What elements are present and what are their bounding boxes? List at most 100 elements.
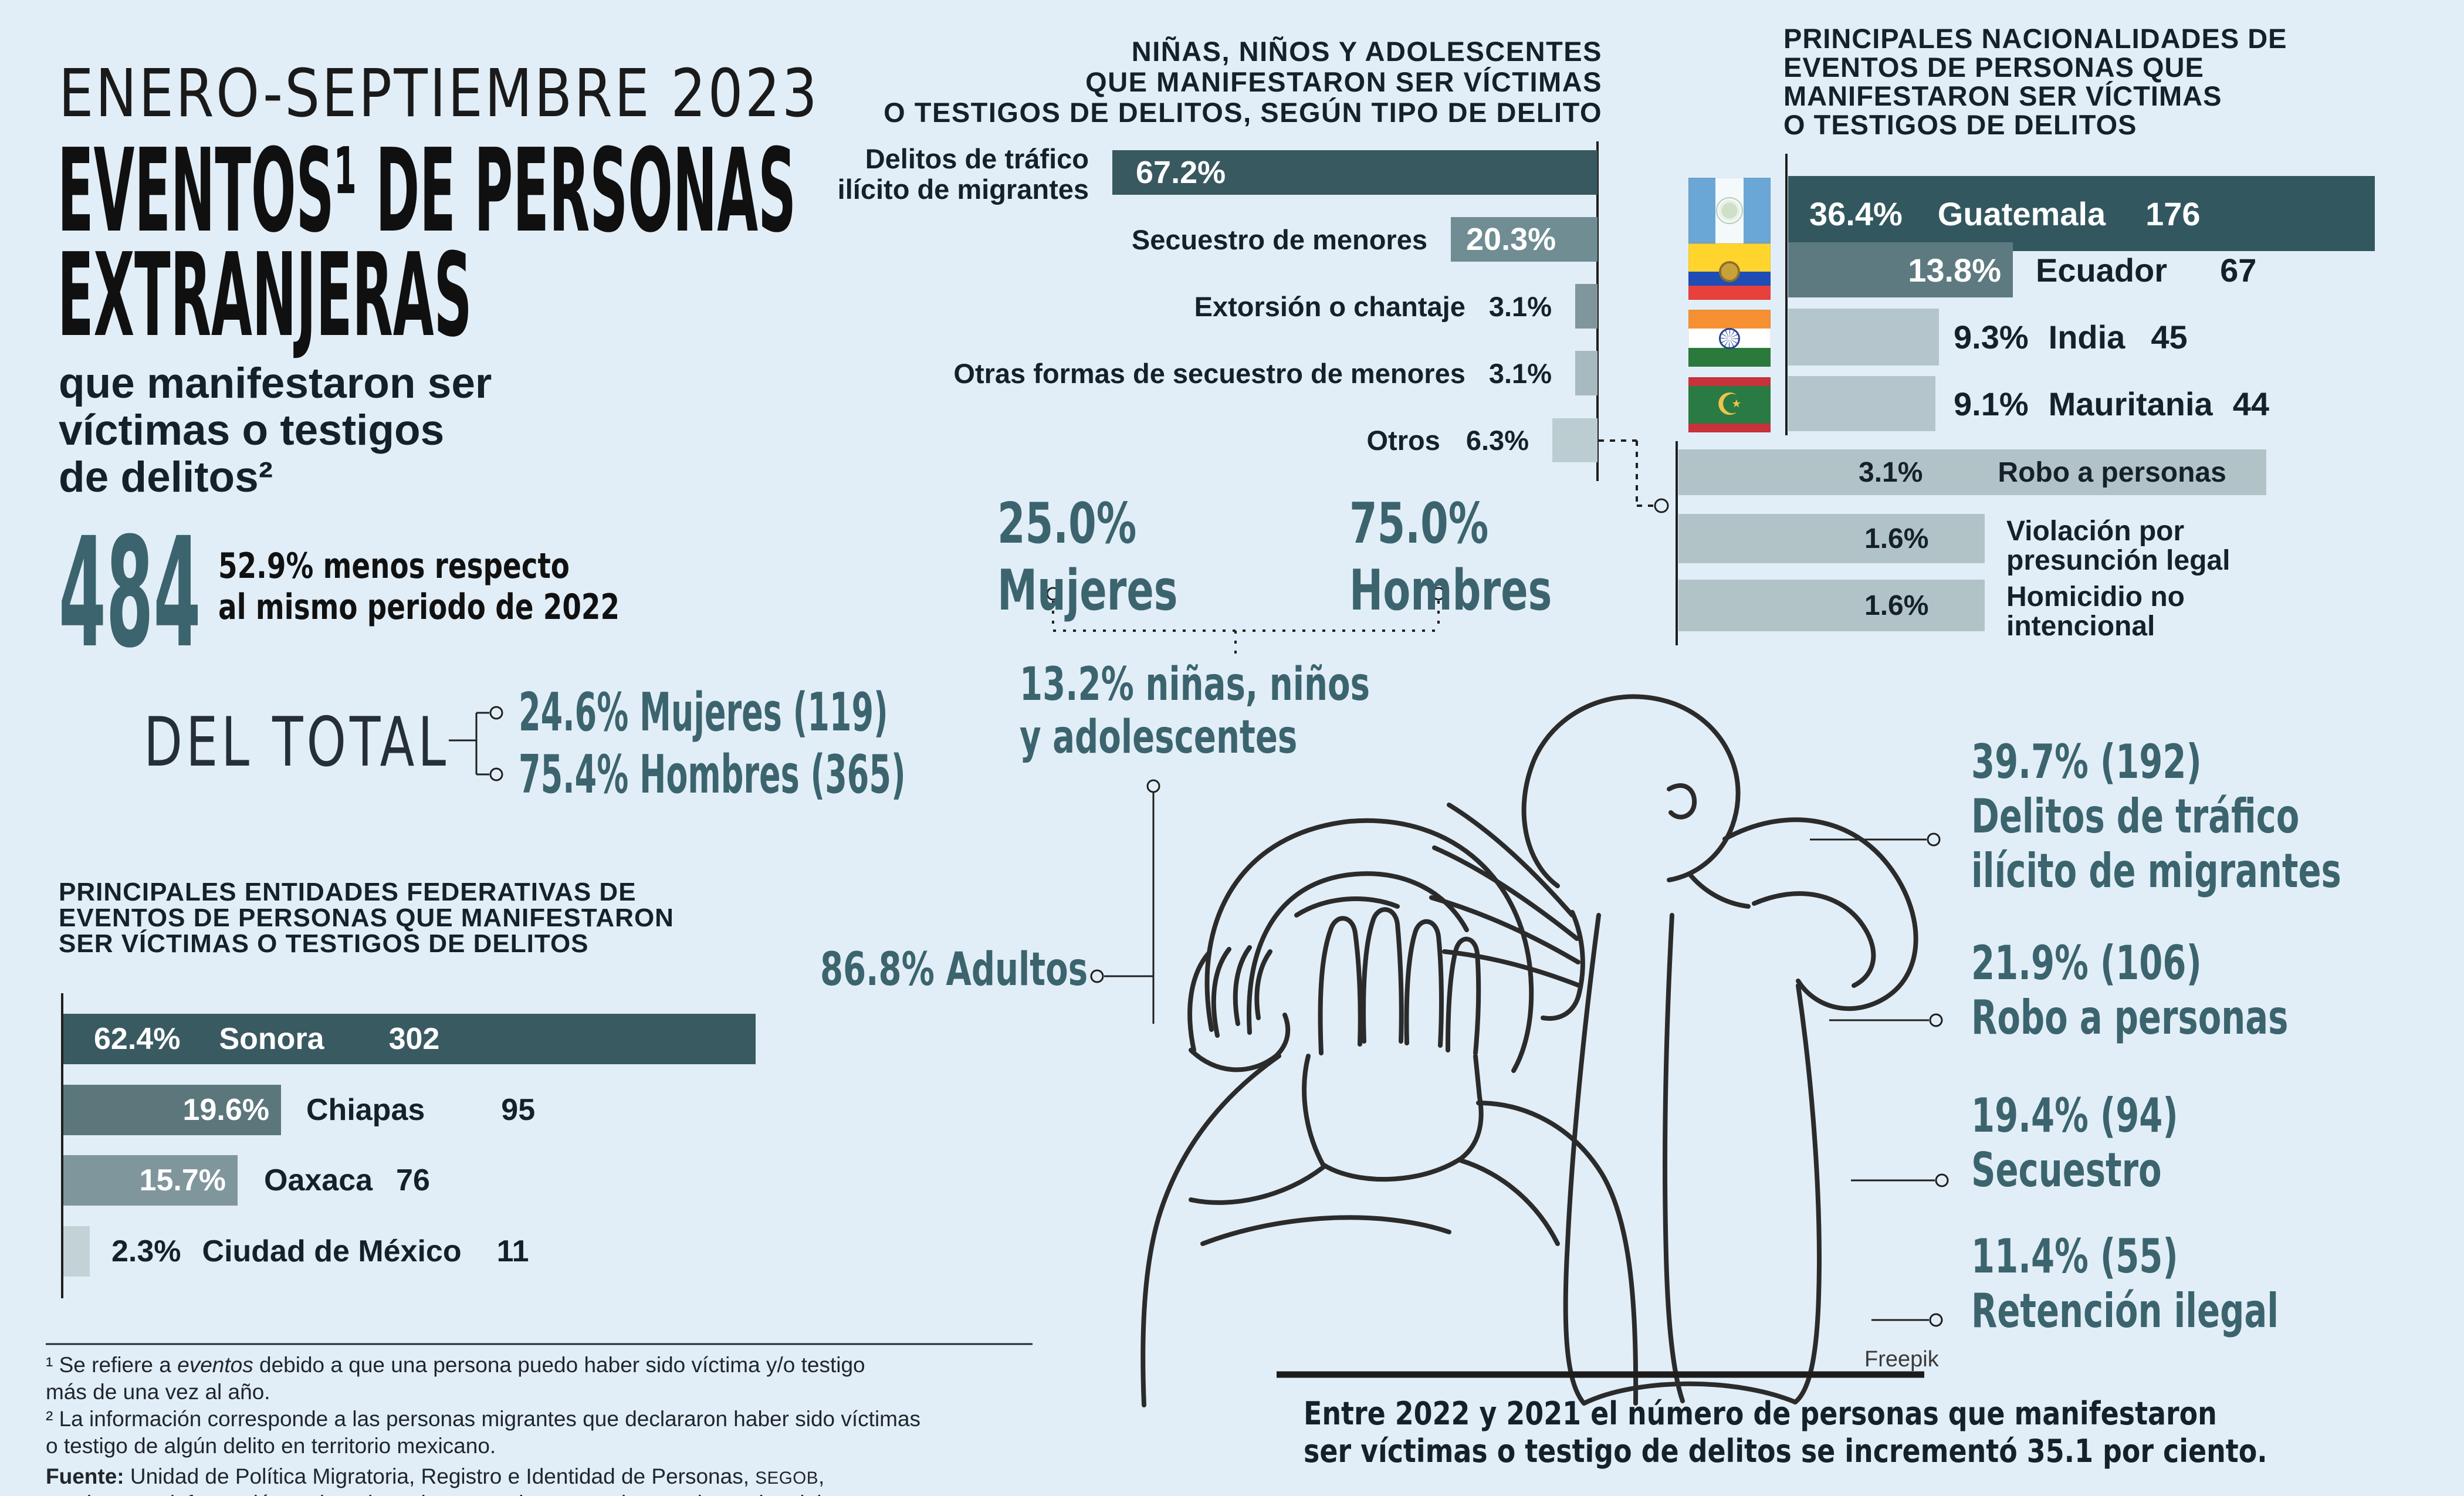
victim-stats-connectors: [1810, 832, 1949, 1327]
gender-women-label: Mujeres: [997, 559, 1178, 623]
subtitle-line3: de delitos²: [59, 453, 273, 501]
mauritania-crescent: ☪: [1715, 387, 1744, 422]
crime-bar-trafico-pct: 67.2%: [1136, 155, 1226, 190]
main-title-line1: EVENTOS¹ DE PERSONAS: [57, 124, 797, 258]
adults-connector: [1090, 969, 1153, 983]
adults-stat: 86.8% Adultos: [820, 943, 1088, 996]
total-note-line2: al mismo periodo de 2022: [218, 587, 620, 628]
bar-oaxaca: 15.7%: [63, 1155, 238, 1206]
india-flag: [1688, 310, 1771, 367]
del-total-label: DEL TOTAL: [144, 703, 450, 782]
del-total-women: 24.6% Mujeres (119): [519, 682, 888, 743]
india-chakra: [1719, 327, 1740, 349]
stat-robo-pct: 21.9% (106): [1971, 936, 2202, 990]
stat-retencion-pct: 11.4% (55): [1971, 1229, 2178, 1284]
footnote-1a: ¹ Se refiere a eventos debido a que una …: [46, 1353, 865, 1377]
bar-violacion: [1678, 514, 1985, 563]
crime-label-trafico: Delitos de tráfico: [865, 143, 1089, 174]
bar-chiapas-pct: 19.6%: [182, 1093, 269, 1127]
total-note-line1: 52.9% menos respecto: [218, 546, 570, 587]
bar-chiapas-label: Chiapas 95: [306, 1093, 536, 1127]
bar-homicidio: [1678, 580, 1985, 631]
nat-title-line4: O TESTIGOS DE DELITOS: [1783, 109, 2137, 140]
bar-india-label: 9.3% India 45: [1954, 319, 2188, 356]
subtitle-line2: víctimas o testigos: [59, 407, 445, 454]
stat-retencion-label: Retención ilegal: [1971, 1284, 2279, 1338]
minors-stat-line1: 13.2% niñas, niños: [1020, 658, 1370, 711]
crimes-title-line1: NIÑAS, NIÑOS Y ADOLESCENTES: [1131, 36, 1602, 67]
del-total-men: 75.4% Hombres (365): [519, 744, 906, 805]
bar-robo: [1678, 449, 2266, 495]
bar-mauritania: [1788, 376, 1935, 431]
states-title-line2: EVENTOS DE PERSONAS QUE MANIFESTARON: [59, 903, 674, 932]
nat-title-line1: PRINCIPALES NACIONALIDADES DE: [1783, 23, 2287, 54]
gender-women-pct: 25.0%: [997, 492, 1137, 556]
crimes-title-line3: O TESTIGOS DE DELITOS, SEGÚN TIPO DE DEL…: [884, 97, 1602, 128]
crime-bar-secuestro-pct: 20.3%: [1466, 222, 1556, 257]
bar-oaxaca-pct: 15.7%: [139, 1163, 226, 1197]
bar-homicidio-pct: 1.6%: [1864, 590, 1929, 621]
source-line2: con base en información registrada en la…: [46, 1491, 867, 1496]
period-title: ENERO-SEPTIEMBRE 2023: [59, 56, 820, 132]
bar-oaxaca-label: Oaxaca 76: [264, 1163, 430, 1197]
crime-bar-otras-formas: [1575, 351, 1597, 395]
source-line1: Fuente: Unidad de Política Migratoria, R…: [46, 1464, 825, 1488]
people-line-art: [1140, 694, 1918, 1407]
states-title-line1: PRINCIPALES ENTIDADES FEDERATIVAS DE: [59, 878, 637, 906]
bar-cdmx: [63, 1226, 90, 1277]
stat-trafico-l2: ilícito de migrantes: [1971, 844, 2341, 898]
bar-india: [1788, 309, 1939, 365]
nat-title-line3: MANIFESTARON SER VÍCTIMAS: [1783, 80, 2222, 111]
bar-chiapas: 19.6%: [63, 1085, 281, 1135]
minors-connector: [1146, 779, 1160, 1024]
bottom-note-line1: Entre 2022 y 2021 el número de personas …: [1304, 1395, 2217, 1432]
bar-guatemala: 36.4% Guatemala 176: [1788, 176, 2375, 251]
ecuador-flag: [1688, 243, 1771, 300]
bar-guatemala-text: 36.4% Guatemala 176: [1809, 195, 2201, 232]
crime-label-trafico2: ilícito de migrantes: [837, 173, 1089, 205]
bar-cdmx-label: 2.3% Ciudad de México 11: [111, 1234, 529, 1268]
crime-label-secuestro-menores: Secuestro de menores: [1131, 224, 1427, 255]
crime-bar-extorsion: [1575, 284, 1597, 329]
bar-ecuador: 13.8%: [1788, 242, 2013, 297]
footnote-2b: o testigo de algún delito en territorio …: [46, 1434, 496, 1458]
otros-connector: [1599, 439, 1669, 513]
crime-label-otros: Otros 6.3%: [1366, 425, 1529, 456]
stat-trafico-pct: 39.7% (192): [1971, 735, 2202, 789]
guatemala-emblem: [1716, 197, 1743, 224]
stat-secuestro-label: Secuestro: [1971, 1143, 2162, 1197]
crime-bar-trafico: 67.2%: [1112, 150, 1597, 195]
bar-sonora-text: 62.4% Sonora 302: [94, 1022, 440, 1056]
nat-title-line2: EVENTOS DE PERSONAS QUE: [1783, 52, 2204, 83]
credit-label: Freepik: [1864, 1347, 1939, 1372]
crime-bar-otros: [1552, 418, 1597, 462]
crimes-title-line2: QUE MANIFESTARON SER VÍCTIMAS: [1085, 66, 1602, 97]
ecuador-emblem: [1719, 261, 1740, 282]
bar-violacion-label2: presunción legal: [2006, 545, 2231, 576]
gender-men-pct: 75.0%: [1349, 492, 1489, 556]
stat-robo-label: Robo a personas: [1971, 990, 2289, 1045]
minors-stat-line2: y adolescentes: [1020, 711, 1298, 764]
main-title-line2: EXTRANJERAS: [57, 229, 472, 363]
guatemala-flag: [1688, 178, 1771, 243]
bar-sonora: 62.4% Sonora 302: [63, 1014, 756, 1064]
bar-homicidio-label2: intencional: [2006, 611, 2155, 642]
crime-bar-secuestro-menores: 20.3%: [1451, 217, 1597, 262]
total-count: 484: [59, 505, 201, 681]
crime-label-extorsion: Extorsión o chantaje 3.1%: [1194, 290, 1552, 322]
footnote-1b: más de una vez al año.: [46, 1380, 270, 1404]
bar-violacion-pct: 1.6%: [1864, 523, 1929, 554]
mauritania-flag: ☪: [1688, 377, 1771, 432]
bottom-note-line2: ser víctimas o testigo de delitos se inc…: [1304, 1433, 2267, 1470]
gender-men-label: Hombres: [1349, 559, 1552, 623]
stat-trafico-l1: Delitos de tráfico: [1971, 789, 2300, 844]
bar-homicidio-label1: Homicidio no: [2006, 581, 2185, 612]
bar-robo-label: 3.1% Robo a personas: [1859, 456, 2226, 488]
bar-ecuador-label: Ecuador 67: [2036, 251, 2257, 289]
del-total-bracket: [449, 706, 503, 781]
crime-label-otras-formas: Otras formas de secuestro de menores 3.1%: [953, 357, 1552, 389]
footnote-2a: ² La información corresponde a las perso…: [46, 1407, 921, 1431]
bar-mauritania-label: 9.1% Mauritania 44: [1954, 385, 2269, 422]
bar-ecuador-pct: 13.8%: [1908, 251, 2001, 289]
